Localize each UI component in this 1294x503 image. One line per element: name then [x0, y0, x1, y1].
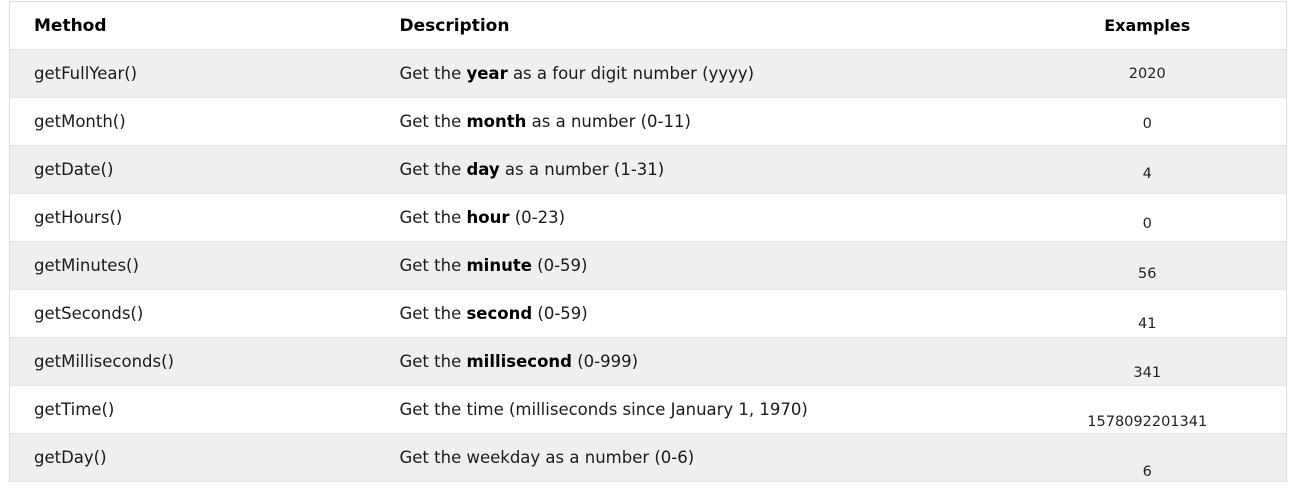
cell-method: getFullYear()	[9, 49, 376, 98]
example-value: 0	[1142, 215, 1152, 232]
table-row: getHours() Get the hour (0-23) 0	[9, 193, 1287, 242]
description-emphasis: millisecond	[466, 351, 572, 371]
table-header-row: Method Description Examples	[9, 1, 1287, 50]
cell-example: 41	[1008, 289, 1287, 338]
description-suffix: as a number (1-31)	[499, 159, 665, 179]
table-body: getFullYear() Get the year as a four dig…	[9, 49, 1287, 482]
table-row: getDate() Get the day as a number (1-31)…	[9, 145, 1287, 194]
date-methods-table: Method Description Examples getFullYear(…	[9, 1, 1287, 482]
column-header-description: Description	[375, 1, 1009, 50]
example-value: 0	[1142, 115, 1152, 132]
cell-method: getMilliseconds()	[9, 337, 376, 386]
cell-example: 341	[1008, 337, 1287, 386]
table-row: getTime() Get the time (milliseconds sin…	[9, 385, 1287, 434]
description-emphasis: day	[466, 159, 500, 179]
description-emphasis: second	[466, 303, 533, 323]
table-row: getDay() Get the weekday as a number (0-…	[9, 433, 1287, 482]
description-suffix: as a four digit number (yyyy)	[507, 63, 755, 83]
table-row: getMinutes() Get the minute (0-59) 56	[9, 241, 1287, 290]
description-prefix: Get the	[399, 111, 467, 131]
cell-description: Get the weekday as a number (0-6)	[375, 433, 1009, 482]
cell-method: getDate()	[9, 145, 376, 194]
example-value: 2020	[1128, 65, 1166, 82]
example-value: 1578092201341	[1087, 413, 1208, 430]
cell-example: 6	[1008, 433, 1287, 482]
description-prefix: Get the weekday as a number (0-6)	[399, 447, 695, 467]
description-prefix: Get the time (milliseconds since January…	[399, 399, 808, 419]
cell-method: getHours()	[9, 193, 376, 242]
table-row: getSeconds() Get the second (0-59) 41	[9, 289, 1287, 338]
description-prefix: Get the	[399, 207, 467, 227]
cell-description: Get the millisecond (0-999)	[375, 337, 1009, 386]
table-row: getMilliseconds() Get the millisecond (0…	[9, 337, 1287, 386]
cell-example: 4	[1008, 145, 1287, 194]
cell-method: getDay()	[9, 433, 376, 482]
cell-description: Get the year as a four digit number (yyy…	[375, 49, 1009, 98]
table-row: getMonth() Get the month as a number (0-…	[9, 97, 1287, 146]
description-prefix: Get the	[399, 159, 467, 179]
description-prefix: Get the	[399, 255, 467, 275]
cell-description: Get the day as a number (1-31)	[375, 145, 1009, 194]
description-emphasis: month	[466, 111, 527, 131]
cell-description: Get the minute (0-59)	[375, 241, 1009, 290]
description-prefix: Get the	[399, 351, 467, 371]
cell-description: Get the second (0-59)	[375, 289, 1009, 338]
cell-description: Get the hour (0-23)	[375, 193, 1009, 242]
cell-example: 56	[1008, 241, 1287, 290]
description-suffix: (0-999)	[572, 351, 639, 371]
cell-description: Get the time (milliseconds since January…	[375, 385, 1009, 434]
cell-example: 0	[1008, 193, 1287, 242]
cell-method: getSeconds()	[9, 289, 376, 338]
description-emphasis: year	[466, 63, 508, 83]
example-value: 6	[1142, 463, 1152, 480]
column-header-examples: Examples	[1008, 1, 1287, 50]
cell-description: Get the month as a number (0-11)	[375, 97, 1009, 146]
example-value: 4	[1142, 165, 1152, 182]
example-value: 56	[1138, 265, 1157, 282]
cell-method: getMinutes()	[9, 241, 376, 290]
description-emphasis: minute	[466, 255, 532, 275]
cell-method: getTime()	[9, 385, 376, 434]
description-prefix: Get the	[399, 303, 467, 323]
cell-method: getMonth()	[9, 97, 376, 146]
description-prefix: Get the	[399, 63, 467, 83]
column-header-method: Method	[9, 1, 376, 50]
cell-example: 2020	[1008, 49, 1287, 98]
description-suffix: (0-59)	[531, 255, 588, 275]
example-value: 341	[1133, 364, 1162, 381]
table-header: Method Description Examples	[9, 1, 1287, 50]
example-value: 41	[1138, 315, 1157, 332]
description-suffix: (0-23)	[509, 207, 566, 227]
description-suffix: as a number (0-11)	[526, 111, 691, 131]
cell-example: 1578092201341	[1008, 385, 1287, 434]
table-row: getFullYear() Get the year as a four dig…	[9, 49, 1287, 98]
cell-example: 0	[1008, 97, 1287, 146]
description-suffix: (0-59)	[532, 303, 588, 323]
description-emphasis: hour	[466, 207, 510, 227]
